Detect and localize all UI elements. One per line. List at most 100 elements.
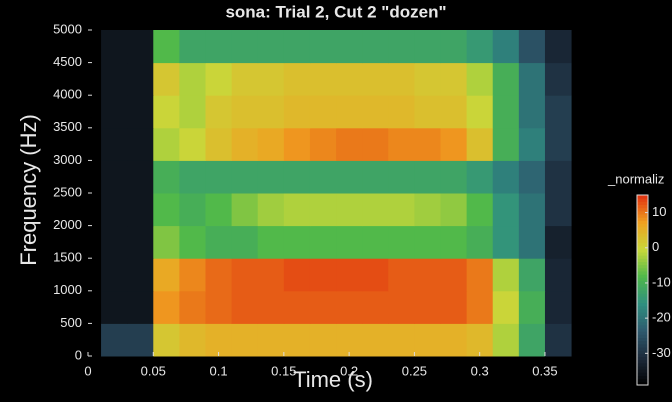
heatmap-cell [492, 30, 520, 64]
colorbar-band [637, 248, 648, 253]
heatmap-cell [362, 193, 389, 227]
heatmap-cell [179, 323, 207, 357]
heatmap-cell [362, 225, 389, 259]
colorbar-tick-label: -20 [652, 310, 671, 325]
heatmap-cell [127, 258, 154, 292]
heatmap-cell [283, 95, 311, 129]
heatmap-cell [518, 62, 546, 96]
heatmap-cell [492, 127, 520, 161]
colorbar-band [637, 293, 648, 297]
heatmap-cell [440, 127, 468, 161]
heatmap-cell [336, 258, 363, 292]
y-tick-label: 2000 [53, 217, 82, 232]
heatmap-cell [518, 30, 546, 64]
heatmap-cell [440, 290, 468, 324]
x-tick-label: 0 [84, 363, 91, 378]
heatmap-cell [336, 95, 363, 129]
heatmap-cell [362, 62, 389, 96]
heatmap-cell [231, 160, 259, 194]
colorbar-band [637, 378, 648, 383]
colorbar-label: _normaliz [607, 171, 664, 186]
y-tick-label: 2500 [53, 184, 82, 199]
colorbar-band [637, 201, 648, 205]
colorbar-band [637, 236, 648, 240]
colorbar-band [637, 350, 648, 354]
y-tick-label: 1500 [53, 250, 82, 265]
heatmap-cell [336, 290, 363, 324]
colorbar-band [637, 258, 648, 262]
heatmap-cell [153, 95, 180, 129]
heatmap-cell [283, 160, 311, 194]
colorbar-band [637, 252, 648, 256]
heatmap-cell [518, 127, 546, 161]
heatmap-cell [153, 30, 180, 64]
heatmap-cell [257, 225, 285, 259]
x-tick-label: 0.25 [402, 363, 427, 378]
heatmap-cell [544, 323, 572, 357]
colorbar-band [637, 198, 648, 202]
heatmap-cell [544, 290, 572, 324]
heatmap-cell [466, 323, 494, 357]
heatmap-cell [179, 62, 207, 96]
heatmap-cell [492, 95, 520, 129]
heatmap-cell [205, 225, 233, 259]
colorbar-band [637, 239, 648, 243]
colorbar-band [637, 343, 648, 348]
heatmap-cell [127, 127, 154, 161]
colorbar-band [637, 277, 648, 281]
colorbar-band [637, 286, 648, 291]
heatmap-cell [466, 160, 494, 194]
colorbar-band [637, 214, 648, 218]
y-axis-label: Frequency (Hz) [16, 114, 41, 266]
heatmap-cell [101, 95, 128, 129]
x-tick-label: 0.3 [471, 363, 489, 378]
heatmap-cell [231, 127, 259, 161]
heatmap-cell [362, 30, 389, 64]
colorbar-band [637, 324, 648, 329]
colorbar-band [637, 381, 648, 386]
heatmap-cell [518, 258, 546, 292]
heatmap-cell [257, 95, 285, 129]
heatmap-cell [309, 160, 337, 194]
heatmap-cell [101, 323, 128, 357]
heatmap-cell [283, 323, 311, 357]
heatmap-cell [466, 95, 494, 129]
heatmap-cell [414, 323, 442, 357]
colorbar-tick-label: 0 [652, 239, 659, 254]
heatmap-cell [544, 225, 572, 259]
colorbar-band [637, 375, 648, 380]
heatmap-cell [153, 62, 180, 96]
heatmap-cell [257, 160, 285, 194]
heatmap-cell [257, 323, 285, 357]
heatmap-cell [179, 127, 207, 161]
heatmap-cell [492, 225, 520, 259]
heatmap-cell [205, 95, 233, 129]
colorbar-band [637, 347, 648, 351]
y-tick-label: 0 [75, 347, 82, 362]
colorbar-band [637, 245, 648, 250]
heatmap-cell [362, 160, 389, 194]
colorbar-band [637, 255, 648, 259]
x-tick-label: 0.05 [141, 363, 166, 378]
colorbar-band [637, 337, 648, 342]
heatmap-cell [309, 62, 337, 96]
heatmap-cell [205, 160, 233, 194]
heatmap-cell [231, 95, 259, 129]
heatmap-cell [153, 258, 180, 292]
heatmap-cell [127, 290, 154, 324]
colorbar-band [637, 315, 648, 319]
colorbar-tick-label: -30 [652, 345, 671, 360]
heatmap-cell [309, 225, 337, 259]
y-tick-label: 4000 [53, 87, 82, 102]
heatmap-cell [205, 323, 233, 357]
heatmap-cell [544, 62, 572, 96]
heatmap-cell [336, 225, 363, 259]
colorbar-band [637, 283, 648, 288]
heatmap-cell [309, 193, 337, 227]
heatmap-cell [440, 95, 468, 129]
heatmap-cell [466, 225, 494, 259]
colorbar-band [637, 321, 648, 326]
heatmap-cell [283, 193, 311, 227]
heatmap-cell [492, 193, 520, 227]
colorbar-band [637, 220, 648, 224]
